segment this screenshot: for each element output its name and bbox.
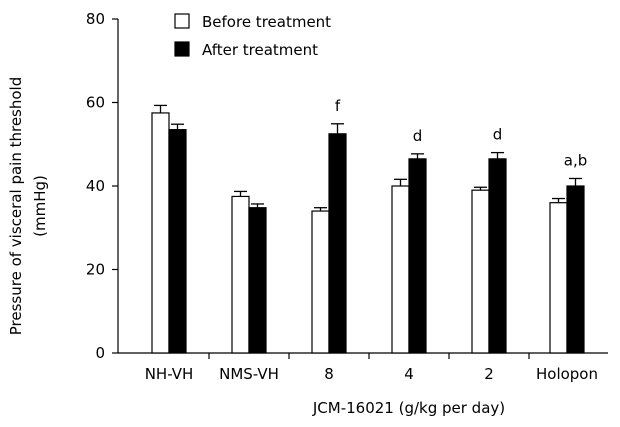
- bar-before: [391, 185, 410, 354]
- bar-after: [328, 133, 347, 354]
- bar-after: [248, 207, 267, 354]
- significance-label: a,b: [564, 151, 587, 169]
- bar-before: [151, 112, 170, 354]
- x-tick-label: 4: [404, 365, 414, 383]
- bar-after: [408, 158, 427, 354]
- x-tick-label: NMS-VH: [219, 365, 279, 383]
- x-tick-label: Holopon: [536, 365, 598, 383]
- y-tick-label: 20: [86, 261, 105, 279]
- legend-label-after: After treatment: [202, 41, 318, 59]
- bars: [151, 104, 585, 354]
- y-tick-label: 80: [86, 10, 105, 28]
- legend-label-before: Before treatment: [202, 13, 331, 31]
- bar-before: [549, 202, 568, 354]
- x-tick-label: 8: [324, 365, 334, 383]
- legend-swatch-after: [174, 41, 190, 57]
- y-tick-label: 60: [86, 94, 105, 112]
- x-tick-label: NH-VH: [145, 365, 194, 383]
- significance-label: d: [493, 126, 503, 144]
- legend: Before treatment After treatment: [174, 13, 331, 59]
- bar-before: [231, 195, 250, 354]
- significance-label: f: [335, 97, 341, 115]
- legend-swatch-before: [174, 13, 190, 29]
- bar-before: [311, 210, 330, 354]
- y-axis-title-line: Pressure of visceral pain threshold: [7, 77, 25, 335]
- bar-after: [566, 185, 585, 354]
- y-axis-title-line: (mmHg): [31, 175, 49, 237]
- y-tick-label: 40: [86, 177, 105, 195]
- labels: NH-VH NMS-VH f 8 d 4 d 2 a,b Holopon JCM-16021 (g/…: [145, 97, 598, 417]
- x-tick-label: 2: [484, 365, 494, 383]
- axes: 0 20 40 60 80: [86, 10, 608, 362]
- y-tick-label: 0: [95, 344, 105, 362]
- bar-after: [168, 129, 187, 354]
- bar-after: [488, 158, 507, 354]
- x-group-label: JCM-16021 (g/kg per day): [312, 399, 505, 417]
- y-axis-title: Pressure of visceral pain threshold (mmHg…: [7, 77, 49, 335]
- bar-before: [471, 189, 490, 354]
- significance-label: d: [413, 127, 423, 145]
